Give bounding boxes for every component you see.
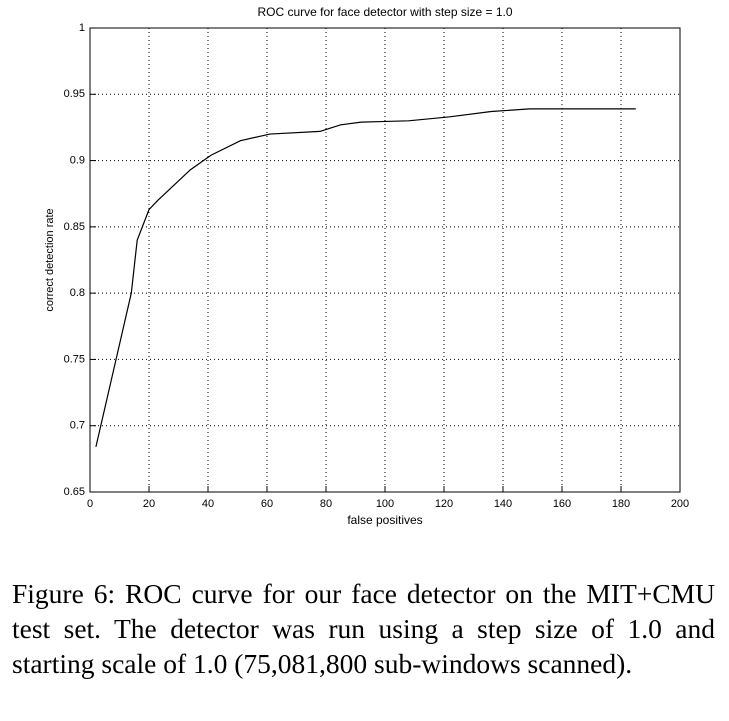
y-tick-label: 0.85	[64, 221, 85, 233]
chart-title: ROC curve for face detector with step si…	[257, 5, 512, 19]
x-axis-label: false positives	[347, 513, 422, 527]
x-tick-label: 120	[435, 498, 453, 510]
x-tick-label: 40	[202, 498, 214, 510]
x-tick-label: 20	[143, 498, 155, 510]
y-tick-label: 0.8	[70, 287, 85, 299]
y-tick-label: 0.95	[64, 88, 85, 100]
y-tick-label: 0.65	[64, 486, 85, 498]
plot-frame	[89, 27, 681, 493]
roc-curve	[95, 108, 636, 448]
chart: ROC curve for face detector with step si…	[44, 5, 689, 527]
y-tick-label: 0.9	[70, 154, 85, 166]
x-tick-label: 80	[320, 498, 332, 510]
x-tick-label: 180	[612, 498, 630, 510]
x-tick-label: 100	[376, 498, 394, 510]
x-tick-label: 60	[261, 498, 273, 510]
y-tick-label: 0.7	[70, 420, 85, 432]
x-tick-label: 200	[671, 498, 689, 510]
x-tick-label: 140	[494, 498, 512, 510]
figure-caption: Figure 6: ROC curve for our face detecto…	[12, 578, 715, 679]
y-tick-label: 1	[79, 22, 85, 34]
x-tick-label: 160	[553, 498, 571, 510]
y-axis-label: correct detection rate	[44, 208, 56, 311]
x-tick-label: 0	[87, 498, 93, 510]
y-tick-label: 0.75	[64, 353, 85, 365]
